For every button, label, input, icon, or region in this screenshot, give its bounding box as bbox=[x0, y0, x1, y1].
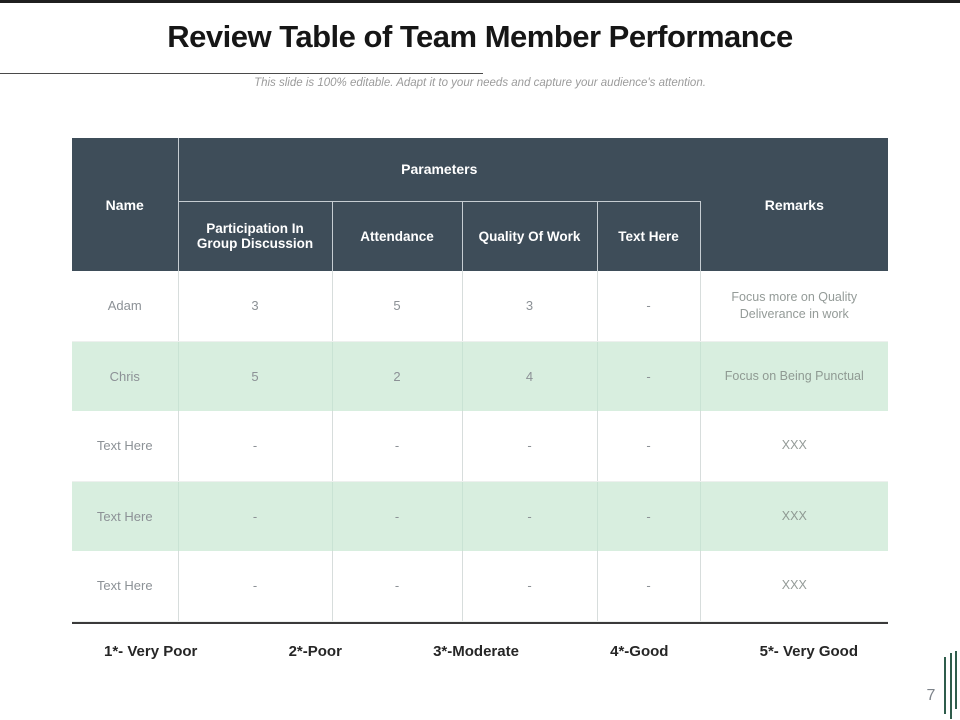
cell-remarks: Focus more on Quality Deliverance in wor… bbox=[700, 271, 889, 342]
cell-attendance: 5 bbox=[332, 271, 463, 342]
cell-remarks: XXX bbox=[700, 481, 889, 551]
cell-quality: 3 bbox=[462, 271, 598, 342]
cell-texthere: - bbox=[597, 341, 701, 411]
cell-attendance: - bbox=[332, 411, 463, 482]
cell-quality: - bbox=[462, 481, 598, 551]
cell-name: Text Here bbox=[72, 481, 179, 551]
cell-participation: - bbox=[178, 481, 333, 551]
cell-quality: 4 bbox=[462, 341, 598, 411]
legend-item-very-good: 5*- Very Good bbox=[759, 643, 858, 660]
cell-name: Text Here bbox=[72, 411, 179, 482]
page-number: 7 bbox=[926, 687, 936, 704]
header-row-sub: Participation In Group Discussion Attend… bbox=[72, 201, 888, 271]
table-row: Text Here - - - - XXX bbox=[72, 411, 889, 482]
vertical-line-icon bbox=[944, 657, 946, 714]
header-row-top: Name Parameters Remarks bbox=[72, 138, 889, 271]
legend-item-moderate: 3*-Moderate bbox=[433, 643, 519, 660]
corner-lines-decoration bbox=[943, 651, 958, 719]
legend-item-poor: 2*-Poor bbox=[288, 643, 342, 660]
cell-quality: - bbox=[462, 551, 598, 622]
cell-remarks: Focus on Being Punctual bbox=[700, 341, 889, 411]
rating-legend: 1*- Very Poor 2*-Poor 3*-Moderate 4*-Goo… bbox=[72, 643, 888, 660]
cell-participation: - bbox=[178, 551, 333, 622]
table-row: Text Here - - - - XXX bbox=[72, 481, 889, 551]
table-row: Chris 5 2 4 - Focus on Being Punctual bbox=[72, 341, 889, 411]
cell-texthere: - bbox=[597, 411, 701, 482]
cell-participation: 5 bbox=[178, 341, 333, 411]
cell-texthere: - bbox=[597, 481, 701, 551]
cell-quality: - bbox=[462, 411, 598, 482]
column-header-parameters: Parameters bbox=[178, 138, 701, 202]
cell-attendance: 2 bbox=[332, 341, 463, 411]
vertical-line-icon bbox=[955, 651, 957, 709]
cell-texthere: - bbox=[597, 271, 701, 342]
legend-item-very-poor: 1*- Very Poor bbox=[104, 643, 198, 660]
column-header-participation: Participation In Group Discussion bbox=[178, 201, 333, 271]
cell-name: Adam bbox=[72, 271, 179, 342]
column-header-remarks: Remarks bbox=[700, 138, 889, 271]
column-header-name: Name bbox=[72, 138, 179, 271]
cell-attendance: - bbox=[332, 551, 463, 622]
cell-attendance: - bbox=[332, 481, 463, 551]
cell-participation: - bbox=[178, 411, 333, 482]
legend-item-good: 4*-Good bbox=[610, 643, 669, 660]
slide-subtitle: This slide is 100% editable. Adapt it to… bbox=[254, 77, 706, 89]
page-title: Review Table of Team Member Performance bbox=[167, 19, 793, 54]
table-row: Adam 3 5 3 - Focus more on Quality Deliv… bbox=[72, 271, 889, 342]
cell-participation: 3 bbox=[178, 271, 333, 342]
vertical-line-icon bbox=[950, 653, 952, 719]
cell-texthere: - bbox=[597, 551, 701, 622]
table-row: Text Here - - - - XXX bbox=[72, 551, 889, 622]
column-header-texthere: Text Here bbox=[597, 201, 701, 271]
performance-table: Name Parameters Remarks Participation In… bbox=[72, 138, 889, 624]
column-header-quality: Quality Of Work bbox=[462, 201, 598, 271]
cell-name: Text Here bbox=[72, 551, 179, 622]
cell-remarks: XXX bbox=[700, 411, 889, 482]
title-divider bbox=[0, 73, 483, 74]
cell-name: Chris bbox=[72, 341, 179, 411]
column-header-attendance: Attendance bbox=[332, 201, 463, 271]
cell-remarks: XXX bbox=[700, 551, 889, 622]
